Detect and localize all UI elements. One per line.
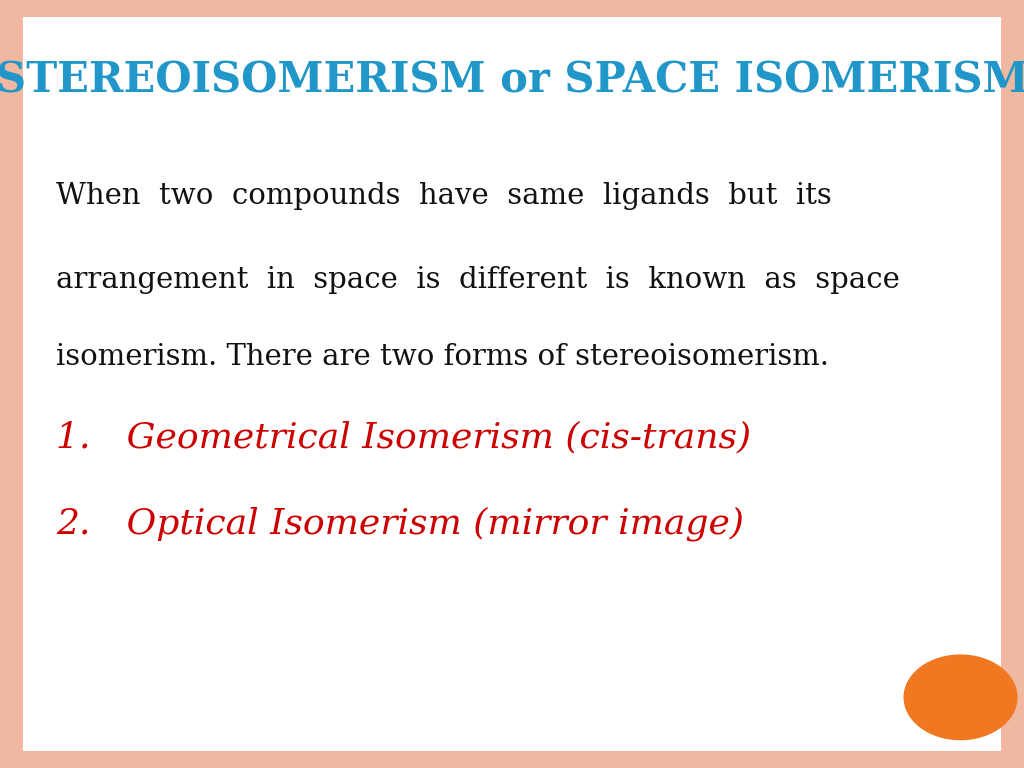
Text: isomerism. There are two forms of stereoisomerism.: isomerism. There are two forms of stereo…	[56, 343, 829, 371]
Text: STEREOISOMERISM or SPACE ISOMERISM: STEREOISOMERISM or SPACE ISOMERISM	[0, 60, 1024, 101]
Circle shape	[904, 655, 1017, 740]
Text: When  two  compounds  have  same  ligands  but  its: When two compounds have same ligands but…	[56, 182, 833, 210]
Text: 2. Optical Isomerism (mirror image): 2. Optical Isomerism (mirror image)	[56, 506, 744, 541]
Text: arrangement  in  space  is  different  is  known  as  space: arrangement in space is different is kno…	[56, 266, 900, 294]
Text: 1. Geometrical Isomerism (cis-trans): 1. Geometrical Isomerism (cis-trans)	[56, 421, 752, 455]
